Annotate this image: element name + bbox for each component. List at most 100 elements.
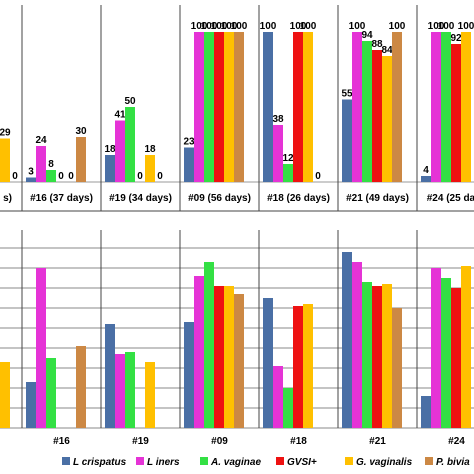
- group-label: #24 (25 days: [427, 193, 474, 204]
- bar-value-label: 55: [341, 89, 353, 100]
- bar: [382, 284, 392, 428]
- bar: [421, 396, 431, 428]
- bar-value-label: 94: [361, 30, 373, 41]
- legend-label: L crispatus: [73, 457, 127, 468]
- bar-value-label: 100: [201, 21, 218, 32]
- bar: [194, 276, 204, 428]
- bar-value-label: 100: [191, 21, 208, 32]
- bar: [234, 294, 244, 428]
- bar-value-label: 100: [260, 21, 277, 32]
- legend-swatch: [136, 457, 144, 465]
- legend-label: A. vaginae: [210, 457, 261, 468]
- bar: [392, 308, 402, 428]
- bar: [441, 278, 451, 428]
- bar-value-label: 18: [144, 144, 156, 155]
- bar-value-label: 18: [104, 144, 116, 155]
- legend-label: GVSI+: [287, 457, 317, 468]
- bar-value-label: 100: [428, 21, 445, 32]
- bar: [362, 282, 372, 428]
- bar: [46, 358, 56, 428]
- bar: [105, 155, 115, 182]
- bar: [224, 286, 234, 428]
- bar: [392, 32, 402, 182]
- bar: [273, 125, 283, 182]
- legend-swatch: [62, 457, 70, 465]
- bar-value-label: 0: [315, 171, 321, 182]
- bar-value-label: 0: [68, 171, 74, 182]
- group-label: #09: [211, 436, 228, 447]
- bar: [36, 146, 46, 182]
- bar-value-label: 30: [75, 126, 87, 137]
- bar: [372, 50, 382, 182]
- legend-label: P. bivia: [436, 457, 470, 468]
- bar-value-label: 92: [450, 33, 462, 44]
- legend-swatch: [425, 457, 433, 465]
- bar: [184, 147, 194, 182]
- bar: [184, 322, 194, 428]
- group-label: #19 (34 days): [109, 193, 172, 204]
- bar: [125, 352, 135, 428]
- bar: [293, 32, 303, 182]
- bar-value-label: 3: [28, 167, 34, 178]
- group-label: #18: [290, 436, 307, 447]
- bar-value-label: 8: [48, 159, 54, 170]
- bar: [76, 346, 86, 428]
- bar: [263, 32, 273, 182]
- bar-value-label: 41: [114, 110, 126, 121]
- bar: [461, 266, 471, 428]
- group-label: #24: [448, 436, 465, 447]
- bar: [46, 170, 56, 182]
- bar-value-label: 24: [35, 135, 47, 146]
- bar-value-label: 100: [438, 21, 455, 32]
- bar: [293, 306, 303, 428]
- bar: [263, 298, 273, 428]
- bar: [125, 107, 135, 182]
- bar-value-label: 38: [272, 114, 284, 125]
- legend-swatch: [276, 457, 284, 465]
- legend-label: L iners: [147, 457, 180, 468]
- bar: [303, 304, 313, 428]
- bar: [26, 177, 36, 182]
- bar: [115, 120, 125, 182]
- bar-value-label: 50: [124, 96, 136, 107]
- bar: [283, 164, 293, 182]
- bar: [342, 99, 352, 182]
- bar: [194, 32, 204, 182]
- bar: [372, 286, 382, 428]
- bar-value-label: 100: [231, 21, 248, 32]
- bar: [115, 354, 125, 428]
- bar-value-label: 100: [300, 21, 317, 32]
- bar: [26, 382, 36, 428]
- group-label: #16 (37 days): [30, 193, 93, 204]
- bar: [431, 268, 441, 428]
- bar: [36, 268, 46, 428]
- bar-value-label: 0: [58, 171, 64, 182]
- bar-value-label: 100: [221, 21, 238, 32]
- bar-value-label: 100: [211, 21, 228, 32]
- bar: [0, 138, 10, 182]
- legend-swatch: [345, 457, 353, 465]
- bar: [352, 262, 362, 428]
- bar-value-label: 29: [0, 128, 11, 139]
- bar-value-label: 100: [389, 21, 406, 32]
- group-label: #21 (49 days): [346, 193, 409, 204]
- bar: [461, 32, 471, 182]
- group-label: #16: [53, 436, 70, 447]
- bar: [273, 366, 283, 428]
- bar: [214, 286, 224, 428]
- group-label: #09 (56 days): [188, 193, 251, 204]
- bar: [0, 362, 10, 428]
- group-label: #21: [369, 436, 386, 447]
- bar: [214, 32, 224, 182]
- bar-value-label: 100: [290, 21, 307, 32]
- legend-label: G. vaginalis: [356, 457, 413, 468]
- bar: [204, 32, 214, 182]
- group-label: #18 (26 days): [267, 193, 330, 204]
- bar: [145, 362, 155, 428]
- bar: [362, 41, 372, 182]
- bar: [283, 388, 293, 428]
- bar-value-label: 84: [381, 45, 393, 56]
- bar: [76, 137, 86, 182]
- bar: [303, 32, 313, 182]
